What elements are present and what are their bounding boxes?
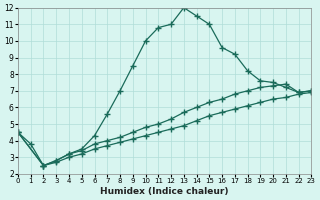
X-axis label: Humidex (Indice chaleur): Humidex (Indice chaleur) [100,187,229,196]
